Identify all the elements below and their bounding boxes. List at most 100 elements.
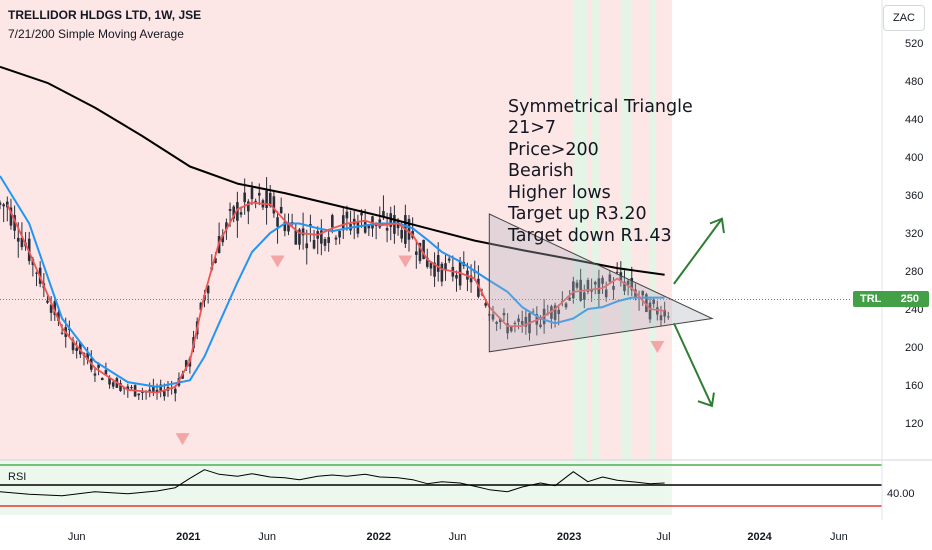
candle-body xyxy=(141,392,144,394)
candle-body xyxy=(425,257,429,267)
sma-200-line xyxy=(0,65,665,276)
rsi-level-label: 40.00 xyxy=(887,488,915,500)
rsi-pane-label: RSI xyxy=(8,471,27,483)
candle-body xyxy=(502,312,506,316)
candle-body xyxy=(86,352,89,360)
x-tick-label: 2024 xyxy=(747,531,772,543)
candle-body xyxy=(338,231,341,238)
target-down-arrowhead xyxy=(697,392,715,408)
candle-body xyxy=(360,212,363,216)
candle-body xyxy=(100,377,104,381)
candle-body xyxy=(228,209,232,211)
candle-body xyxy=(575,282,579,288)
y-tick-label: 360 xyxy=(905,190,923,202)
analysis-notes: Symmetrical Triangle 21>7 Price>200 Bearish… xyxy=(508,75,693,269)
candle-body xyxy=(604,289,608,298)
y-tick-label: 240 xyxy=(905,304,923,316)
candle-body xyxy=(2,204,5,207)
candle-body xyxy=(334,237,338,240)
candle-body xyxy=(49,304,53,313)
note-line-target-up: Target up R3.20 xyxy=(508,204,647,224)
candle-body xyxy=(623,281,626,292)
x-tick-label: Jul xyxy=(657,531,671,543)
sma-7-line xyxy=(6,201,665,394)
candle-body xyxy=(597,278,601,294)
sell-signal-marker xyxy=(650,341,665,353)
candle-body xyxy=(276,217,279,227)
candle-body xyxy=(27,238,31,262)
x-tick-label: 2023 xyxy=(557,531,581,543)
candle-body xyxy=(630,277,634,291)
candle-body xyxy=(568,297,571,301)
candle-body xyxy=(119,383,122,391)
candle-body xyxy=(294,230,298,245)
rsi-line xyxy=(0,469,665,497)
x-tick-label: Jun xyxy=(830,531,848,543)
bullish-background-band xyxy=(591,0,600,460)
candle-body xyxy=(53,301,57,315)
candle-body xyxy=(312,240,316,249)
candle-body xyxy=(586,280,590,292)
candle-body xyxy=(557,309,561,315)
candle-body xyxy=(641,290,645,296)
candle-body xyxy=(520,321,524,325)
candle-body xyxy=(590,289,593,292)
candle-body xyxy=(46,300,49,303)
currency-button[interactable]: ZAC xyxy=(883,5,925,31)
candle-body xyxy=(663,309,666,317)
candle-body xyxy=(656,307,659,315)
candle-body xyxy=(531,311,535,313)
candle-body xyxy=(6,201,9,208)
candle-body xyxy=(305,243,309,249)
candle-body xyxy=(57,312,60,321)
sma-21-line xyxy=(0,175,665,388)
candle-body xyxy=(509,326,513,332)
candle-body xyxy=(601,277,604,284)
price-tag-symbol: TRL xyxy=(860,293,882,305)
candle-body xyxy=(436,255,440,272)
candle-body xyxy=(331,215,334,228)
candle-body xyxy=(506,323,509,334)
candle-body xyxy=(250,187,254,200)
candle-body xyxy=(429,262,433,269)
target-down-arrow xyxy=(673,322,713,407)
candle-body xyxy=(572,281,575,299)
candle-body xyxy=(257,192,261,196)
candle-body xyxy=(498,318,502,323)
candle-body xyxy=(517,318,520,322)
candle-body xyxy=(648,302,652,320)
candle-body xyxy=(363,222,367,233)
candle-body xyxy=(659,315,663,321)
candle-body xyxy=(152,385,155,393)
candle-body xyxy=(254,200,257,202)
candle-body xyxy=(341,215,345,231)
x-tick-label: Jun xyxy=(68,531,86,543)
candle-body xyxy=(155,389,159,393)
price-tag-value: 250 xyxy=(900,293,919,305)
candle-body xyxy=(75,347,78,351)
candle-body xyxy=(243,192,246,203)
candle-body xyxy=(173,388,177,394)
bullish-background-band xyxy=(573,0,588,460)
candle-body xyxy=(444,263,447,270)
candle-body xyxy=(13,215,16,231)
candle-body xyxy=(93,373,97,376)
candle-body xyxy=(418,242,422,261)
candle-body xyxy=(232,206,236,219)
candle-body xyxy=(367,224,371,229)
candle-body xyxy=(484,303,487,306)
y-tick-label: 280 xyxy=(905,266,923,278)
candle-body xyxy=(60,332,64,334)
candle-body xyxy=(298,229,301,245)
x-tick-label: 2022 xyxy=(367,531,391,543)
y-tick-label: 480 xyxy=(905,76,923,88)
candle-body xyxy=(356,221,360,234)
candle-body xyxy=(20,237,24,248)
sell-signal-marker xyxy=(270,255,285,268)
candle-body xyxy=(104,370,108,375)
candle-body xyxy=(323,239,327,246)
candle-body xyxy=(327,237,330,243)
candle-body xyxy=(225,222,228,230)
candle-body xyxy=(382,211,385,217)
